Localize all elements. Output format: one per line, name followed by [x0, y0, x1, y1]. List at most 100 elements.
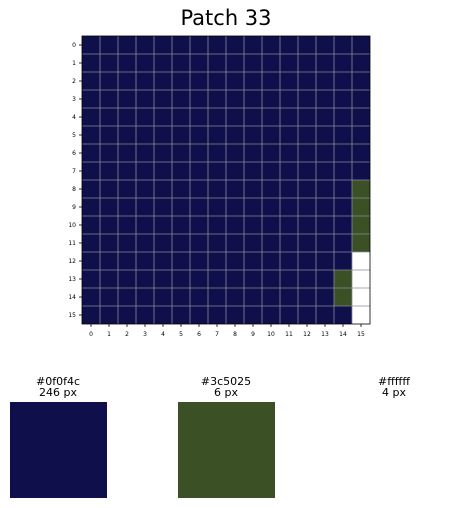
- heatmap-cell: [316, 270, 334, 288]
- heatmap-cell: [118, 54, 136, 72]
- heatmap-cell: [334, 108, 352, 126]
- heatmap-cell: [172, 216, 190, 234]
- swatch-count: 4 px: [382, 386, 406, 399]
- heatmap-cell: [334, 252, 352, 270]
- heatmap-cell: [226, 162, 244, 180]
- heatmap-cell: [244, 270, 262, 288]
- heatmap-cell: [208, 72, 226, 90]
- heatmap-cell: [298, 270, 316, 288]
- heatmap-cell: [226, 144, 244, 162]
- heatmap-cell: [82, 36, 100, 54]
- x-tick-label: 14: [339, 331, 347, 338]
- heatmap-cell: [190, 198, 208, 216]
- heatmap-cell: [298, 216, 316, 234]
- y-tick-label: 3: [72, 96, 76, 103]
- heatmap-cell: [316, 198, 334, 216]
- heatmap-cell: [82, 288, 100, 306]
- heatmap-cell: [298, 198, 316, 216]
- heatmap-cell: [136, 144, 154, 162]
- x-tick-label: 2: [125, 331, 129, 338]
- heatmap-cell: [208, 36, 226, 54]
- y-tick-label: 5: [72, 132, 76, 139]
- heatmap-cell: [136, 270, 154, 288]
- heatmap-cell: [208, 270, 226, 288]
- heatmap-cell: [100, 36, 118, 54]
- heatmap-cell: [100, 108, 118, 126]
- heatmap-cell: [190, 36, 208, 54]
- heatmap-cell: [190, 90, 208, 108]
- heatmap-cell: [298, 54, 316, 72]
- heatmap-cell: [352, 90, 370, 108]
- heatmap-cell: [190, 162, 208, 180]
- heatmap-cell: [100, 144, 118, 162]
- heatmap-cell: [208, 288, 226, 306]
- heatmap-cell: [154, 144, 172, 162]
- heatmap-cell: [154, 72, 172, 90]
- heatmap-cell: [208, 216, 226, 234]
- heatmap-cell: [316, 234, 334, 252]
- heatmap-cell: [118, 144, 136, 162]
- heatmap-cell: [172, 288, 190, 306]
- heatmap-cell: [136, 108, 154, 126]
- heatmap-cell: [352, 216, 370, 234]
- y-tick-label: 14: [68, 294, 76, 301]
- x-tick-label: 13: [321, 331, 329, 338]
- heatmap-cell: [136, 234, 154, 252]
- heatmap-cell: [154, 270, 172, 288]
- heatmap-cell: [316, 72, 334, 90]
- heatmap-cell: [280, 198, 298, 216]
- heatmap-cell: [280, 108, 298, 126]
- heatmap-cell: [136, 252, 154, 270]
- x-tick-label: 0: [89, 331, 93, 338]
- heatmap-cell: [316, 306, 334, 324]
- heatmap-cell: [334, 90, 352, 108]
- heatmap-cell: [226, 198, 244, 216]
- plot-frame: [81, 35, 371, 325]
- heatmap-cell: [280, 216, 298, 234]
- heatmap-cell: [208, 198, 226, 216]
- heatmap-cell: [118, 180, 136, 198]
- heatmap-cell: [316, 288, 334, 306]
- heatmap-cell: [352, 234, 370, 252]
- heatmap-cell: [334, 144, 352, 162]
- y-tick-label: 4: [72, 114, 76, 121]
- heatmap-cell: [244, 108, 262, 126]
- heatmap-cell: [334, 162, 352, 180]
- heatmap-cell: [190, 108, 208, 126]
- heatmap-cell: [352, 144, 370, 162]
- heatmap-cell: [352, 36, 370, 54]
- heatmap-cell: [118, 36, 136, 54]
- heatmap-cell: [262, 36, 280, 54]
- heatmap-cell: [172, 180, 190, 198]
- heatmap-cell: [352, 288, 370, 306]
- heatmap-cell: [262, 162, 280, 180]
- heatmap-cell: [244, 162, 262, 180]
- heatmap-cell: [118, 72, 136, 90]
- heatmap-cell: [136, 72, 154, 90]
- heatmap-cell: [352, 126, 370, 144]
- y-tick-label: 8: [72, 186, 76, 193]
- heatmap-cell: [334, 54, 352, 72]
- heatmap-cell: [352, 180, 370, 198]
- heatmap-cell: [298, 306, 316, 324]
- heatmap-cell: [172, 234, 190, 252]
- heatmap-cell: [226, 252, 244, 270]
- heatmap-cell: [226, 234, 244, 252]
- heatmap-cell: [154, 126, 172, 144]
- y-tick-label: 1: [72, 60, 76, 67]
- heatmap-cell: [154, 108, 172, 126]
- heatmap-cell: [298, 90, 316, 108]
- heatmap-cell: [118, 216, 136, 234]
- heatmap-cell: [136, 288, 154, 306]
- heatmap-cell: [118, 126, 136, 144]
- y-tick-label: 12: [68, 258, 76, 265]
- heatmap-cell: [244, 180, 262, 198]
- x-tick-label: 10: [267, 331, 275, 338]
- heatmap-cell: [190, 144, 208, 162]
- heatmap-cell: [280, 252, 298, 270]
- heatmap-cell: [298, 252, 316, 270]
- heatmap-cell: [136, 180, 154, 198]
- swatch-count: 246 px: [39, 386, 77, 399]
- heatmap-cell: [298, 234, 316, 252]
